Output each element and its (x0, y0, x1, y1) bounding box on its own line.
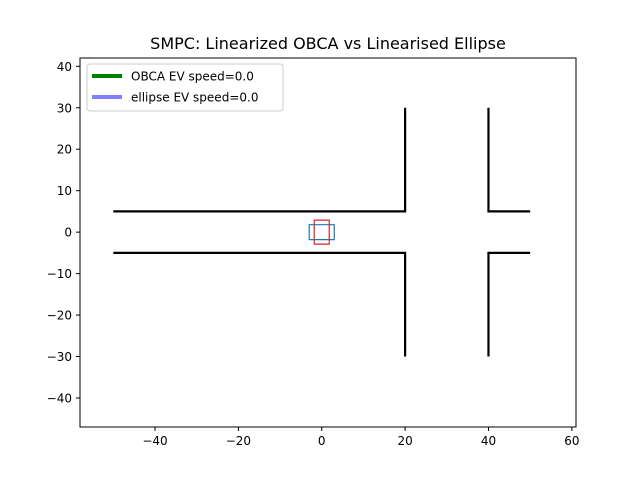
x-tick-label: 0 (318, 434, 326, 448)
road-boundary-3 (487, 251, 531, 357)
x-tick-label: −40 (142, 434, 167, 448)
y-tick-label: −20 (47, 309, 72, 323)
y-tick-label: 20 (57, 143, 72, 157)
legend-box (86, 63, 284, 112)
y-tick-label: 30 (57, 101, 72, 115)
legend-label-obca: OBCA EV speed=0.0 (131, 70, 254, 84)
x-tick-label: −20 (226, 434, 251, 448)
y-tick-label: 40 (57, 60, 72, 74)
legend-label-ellipse: ellipse EV speed=0.0 (131, 91, 258, 105)
vehicle-ev-vertical (313, 219, 330, 245)
road-boundary-2 (487, 107, 531, 213)
legend: OBCA EV speed=0.0 ellipse EV speed=0.0 (86, 63, 284, 112)
chart-title: SMPC: Linearized OBCA vs Linearised Elli… (150, 34, 506, 53)
y-tick-label: 10 (57, 184, 72, 198)
road-boundary-0 (113, 107, 407, 213)
x-tick-label: 60 (564, 434, 579, 448)
y-tick-label: −40 (47, 391, 72, 405)
x-tick-label: 40 (481, 434, 496, 448)
y-tick-label: −10 (47, 267, 72, 281)
axes-frame (79, 57, 577, 428)
y-tick-label: 0 (64, 226, 72, 240)
y-tick-label: −30 (47, 350, 72, 364)
x-tick-label: 20 (397, 434, 412, 448)
axis-ticks: −40 −20 0 20 40 60 −40 −30 −20 −10 0 10 20 30 40 (47, 60, 580, 448)
plot-area (113, 107, 531, 357)
vehicle-ev-horizontal (308, 224, 335, 241)
road-boundary-1 (113, 251, 407, 357)
